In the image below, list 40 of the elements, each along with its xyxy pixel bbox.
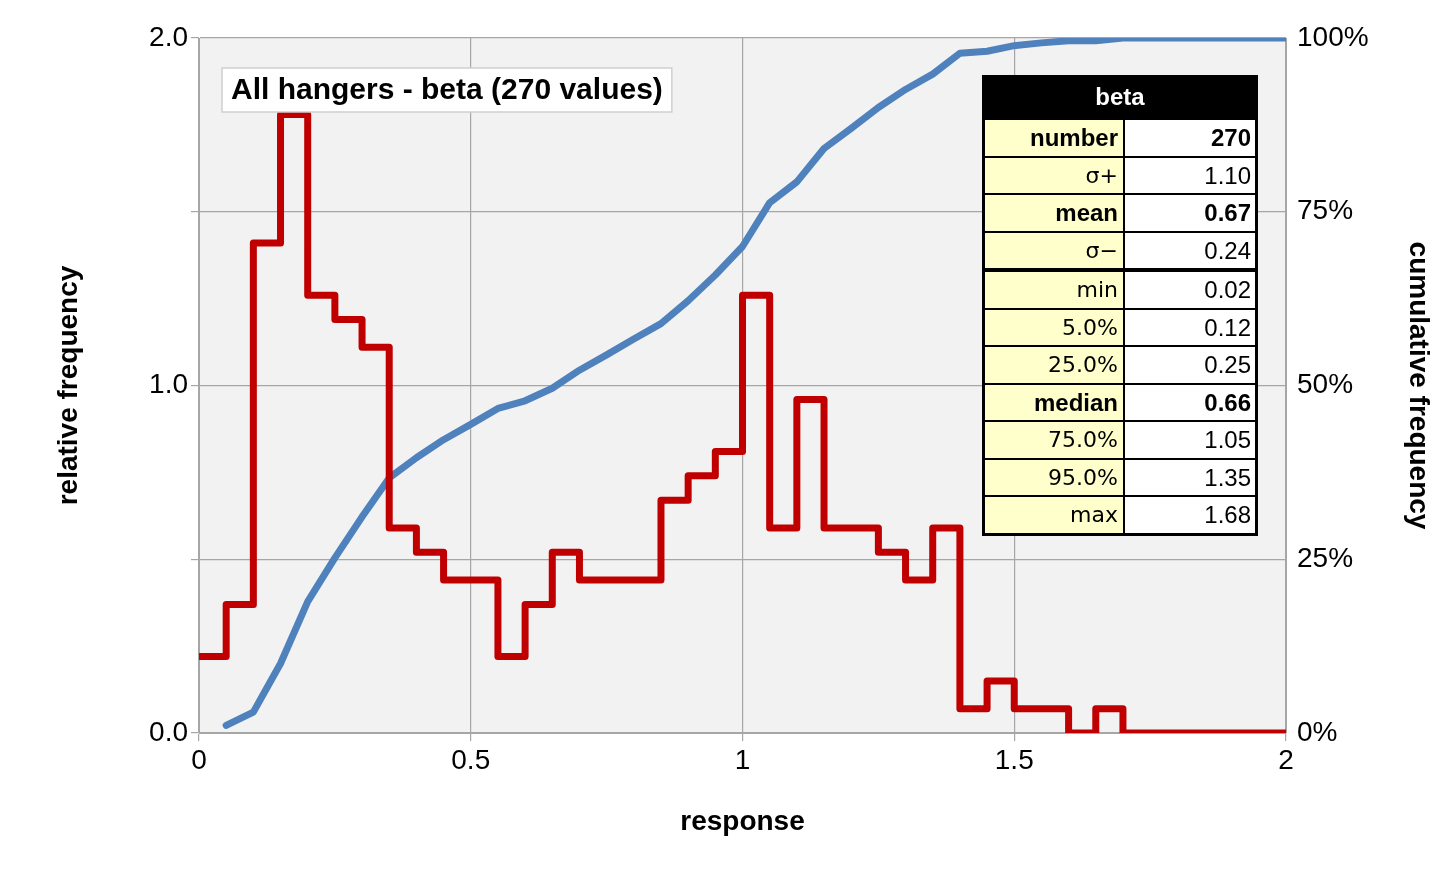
annotation: 5.0% — [985, 309, 1123, 345]
x-tick-label: 1 — [734, 743, 751, 775]
annotation: mean — [985, 195, 1123, 231]
y2-tick-label: 100% — [1297, 20, 1369, 52]
x-tick-label: 2 — [1278, 743, 1294, 775]
annotation: σ+ — [985, 157, 1123, 193]
y-tick-label: 0.0 — [149, 715, 188, 747]
y-axis-title: relative frequency — [51, 265, 83, 506]
y2-tick-label: 75% — [1297, 194, 1354, 226]
y2-tick-label: 25% — [1297, 541, 1354, 573]
x-axis-title: response — [680, 804, 805, 836]
annotation: 0.24 — [1125, 232, 1255, 268]
annotation: 25.0% — [985, 347, 1123, 383]
y2-tick-label: 50% — [1297, 368, 1354, 400]
annotation: median — [985, 384, 1123, 420]
y2-axis-title: cumulative frequency — [1404, 241, 1436, 530]
x-tick-label: 0 — [191, 743, 207, 775]
annotation: 0.02 — [1125, 272, 1255, 308]
annotation: number — [985, 120, 1123, 156]
annotation: σ− — [985, 232, 1123, 268]
annotation: 75.0% — [985, 422, 1123, 458]
annotation: 95.0% — [985, 459, 1123, 495]
y-tick-label: 1.0 — [149, 368, 188, 400]
annotation: 270 — [1125, 120, 1255, 156]
annotation: 1.10 — [1125, 157, 1255, 193]
annotation: 0.66 — [1125, 384, 1255, 420]
annotation: 1.35 — [1125, 459, 1255, 495]
text: All hangers - beta (270 values) — [231, 72, 663, 106]
annotation: max — [985, 497, 1123, 533]
annotation: 1.68 — [1125, 497, 1255, 533]
x-tick-label: 0.5 — [451, 743, 491, 775]
annotation: 1.05 — [1125, 422, 1255, 458]
x-tick-label: 1.5 — [994, 743, 1034, 775]
y2-tick-label: 0% — [1297, 715, 1338, 747]
annotation: 0.67 — [1125, 195, 1255, 231]
y-tick-label: 2.0 — [149, 20, 188, 52]
annotation: beta — [1094, 82, 1146, 112]
annotation: 0.12 — [1125, 309, 1255, 345]
annotation: 0.25 — [1125, 347, 1255, 383]
annotation: min — [985, 272, 1123, 308]
